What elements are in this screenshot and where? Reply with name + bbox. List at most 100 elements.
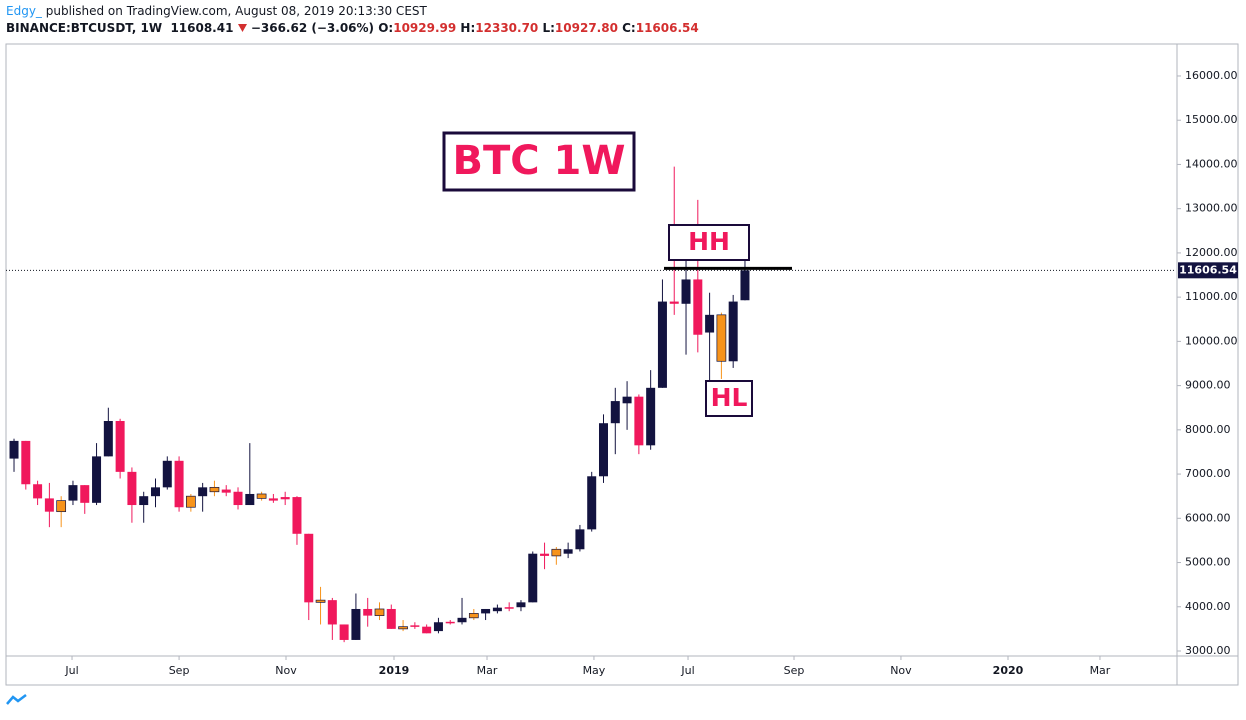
- candle-body: [481, 608, 491, 614]
- author[interactable]: Edgy_: [6, 4, 42, 18]
- h-label: H:: [460, 21, 476, 35]
- candle-body: [80, 485, 90, 503]
- candle-body: [646, 387, 656, 446]
- frame: [5, 43, 1239, 686]
- candle-body: [563, 549, 573, 554]
- candle-body: [551, 548, 562, 557]
- candle-body: [598, 423, 608, 477]
- y-tick-label: 16000.00: [1185, 69, 1238, 82]
- x-tick-label: Jul: [680, 664, 694, 677]
- candle-body: [103, 420, 113, 457]
- x-tick-label: 2019: [379, 664, 410, 677]
- candle-body: [304, 533, 314, 603]
- candle-body: [162, 460, 172, 488]
- x-tick-label: Sep: [784, 664, 805, 677]
- change: −366.62 (−3.06%): [250, 21, 375, 35]
- candle-body: [351, 608, 361, 640]
- candle-body: [327, 600, 337, 625]
- x-tick-label: 2020: [993, 664, 1024, 677]
- x-tick-label: May: [583, 664, 606, 677]
- candle-body: [716, 314, 727, 362]
- l: 10927.80: [554, 21, 618, 35]
- y-tick-label: 7000.00: [1185, 467, 1231, 480]
- candle-body: [575, 529, 585, 550]
- candle-body: [245, 493, 255, 506]
- candle-body: [728, 301, 738, 362]
- candle-body: [657, 301, 667, 388]
- candle-body: [56, 500, 67, 513]
- title-box: [442, 131, 636, 192]
- x-tick-label: Sep: [169, 664, 190, 677]
- candle-body: [540, 553, 550, 556]
- candle-body: [292, 497, 302, 534]
- c-label: C:: [622, 21, 636, 35]
- x-tick-label: Mar: [477, 664, 498, 677]
- y-tick-label: 9000.00: [1185, 379, 1231, 392]
- x-tick-label: Nov: [890, 664, 912, 677]
- candle-body: [705, 314, 715, 333]
- y-tick-label: 8000.00: [1185, 423, 1231, 436]
- y-tick-label: 11000.00: [1185, 290, 1238, 303]
- last-price-box: [1178, 262, 1238, 279]
- y-tick-label: 4000.00: [1185, 600, 1231, 613]
- candle-body: [280, 497, 290, 500]
- x-tick-label: Jul: [64, 664, 78, 677]
- y-tick-label: 6000.00: [1185, 511, 1231, 524]
- annotation-box: [705, 380, 753, 417]
- candle-body: [492, 607, 502, 612]
- footer: [6, 694, 28, 709]
- o: 10929.99: [393, 21, 457, 35]
- y-tick-label: 10000.00: [1185, 334, 1238, 347]
- x-tick-label: Nov: [275, 664, 297, 677]
- candle-body: [681, 279, 691, 304]
- candle-body: [221, 489, 231, 493]
- candle-body: [516, 602, 526, 608]
- published: published on TradingView.com, August 08,…: [45, 4, 427, 18]
- candle-body: [468, 613, 479, 619]
- header-line: Edgy_ published on TradingView.com, Augu…: [6, 4, 427, 18]
- y-tick-label: 14000.00: [1185, 157, 1238, 170]
- candle-body: [256, 493, 267, 499]
- candle-body: [693, 279, 703, 335]
- candle-body: [339, 624, 349, 640]
- candle-body: [433, 622, 443, 632]
- candle-body: [622, 396, 632, 404]
- candle-body: [504, 607, 514, 609]
- candle-body: [386, 608, 396, 629]
- down-arrow: [237, 24, 247, 32]
- candle-body: [115, 420, 125, 472]
- candle-body: [610, 401, 620, 424]
- candle-body: [457, 617, 467, 623]
- candle-body: [233, 491, 243, 506]
- annotation-box: [668, 224, 750, 261]
- candle-body: [150, 487, 160, 497]
- h: 12330.70: [475, 21, 539, 35]
- candle-body: [33, 484, 43, 499]
- y-tick-label: 3000.00: [1185, 644, 1231, 657]
- y-tick-label: 13000.00: [1185, 202, 1238, 215]
- l-label: L:: [542, 21, 555, 35]
- y-tick-label: 5000.00: [1185, 556, 1231, 569]
- candle-body: [92, 456, 102, 503]
- candle-body: [198, 487, 208, 497]
- candle-body: [363, 608, 373, 616]
- candle-body: [740, 270, 750, 301]
- candle-body: [186, 495, 196, 508]
- candle-body: [587, 476, 597, 530]
- candle-body: [634, 396, 644, 446]
- candle-body: [268, 498, 278, 501]
- y-tick-label: 12000.00: [1185, 246, 1238, 259]
- o-label: O:: [378, 21, 394, 35]
- candle-body: [315, 599, 326, 603]
- chart: 3000.00 4000.00 5000.00 6000.00 7000.00 8000.…: [5, 43, 1239, 686]
- candle-body: [209, 486, 220, 493]
- last-price-label: 11606.54: [1179, 263, 1237, 276]
- candle-body: [174, 460, 184, 508]
- candle-body: [9, 440, 19, 459]
- y-tick-label: 15000.00: [1185, 113, 1238, 126]
- annotation: HH: [688, 227, 730, 256]
- candle-body: [139, 496, 149, 506]
- candle-body: [44, 498, 54, 512]
- candle-body: [68, 485, 78, 501]
